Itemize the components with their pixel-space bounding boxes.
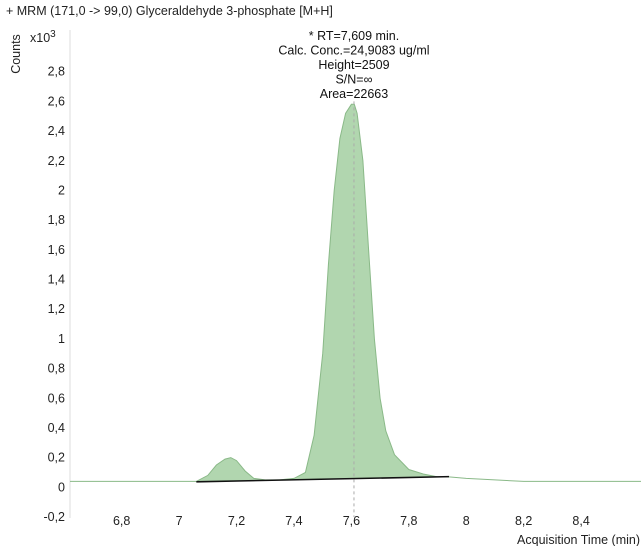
x-axis-label: Acquisition Time (min): [517, 533, 640, 546]
x-tick-label: 8: [463, 514, 470, 528]
series-line: [70, 103, 641, 482]
x-tick-label: 7,6: [343, 514, 360, 528]
y-tick-label: 0,4: [48, 421, 65, 435]
x-tick-label: 7,8: [400, 514, 417, 528]
chart-title: + MRM (171,0 -> 99,0) Glyceraldehyde 3-p…: [6, 4, 333, 18]
y-tick-label: 1: [58, 332, 65, 346]
y-tick-label: 2,6: [48, 94, 65, 108]
y-tick-label: 1,2: [48, 302, 65, 316]
y-axis-ticks: -0,2 0 0,2 0,4 0,6 0,8 1 1,2 1,4 1,6 1,8 2 2,2 2,4 2,6…: [43, 65, 65, 524]
annotation-line: Area=22663: [320, 87, 389, 101]
x-axis-ticks: 6,8 7 7,2 7,4 7,6 7,8 8 8,2 8,4: [113, 514, 590, 528]
annotation-line: * RT=7,609 min.: [309, 29, 399, 43]
y-tick-label: 0,2: [48, 451, 65, 465]
y-tick-label: 2,2: [48, 154, 65, 168]
y-scale-base: x10: [30, 31, 50, 45]
y-tick-label: 2,8: [48, 65, 65, 79]
y-tick-label: 0,6: [48, 391, 65, 405]
y-tick-label: 0,8: [48, 362, 65, 376]
plot-area: [70, 101, 641, 517]
annotation-line: S/N=∞: [335, 73, 372, 87]
peak-annotation: * RT=7,609 min.Calc. Conc.=24,9083 ug/ml…: [278, 29, 429, 101]
peak-area: [196, 104, 449, 482]
y-axis-label: Counts: [9, 34, 23, 74]
y-scale-label: x103: [30, 29, 56, 45]
y-tick-label: 1,8: [48, 213, 65, 227]
annotation-line: Height=2509: [318, 58, 389, 72]
y-tick-label: 0: [58, 480, 65, 494]
x-tick-label: 8,4: [572, 514, 589, 528]
y-tick-label: 1,6: [48, 243, 65, 257]
x-tick-label: 6,8: [113, 514, 130, 528]
y-scale-exponent: 3: [50, 29, 56, 40]
x-tick-label: 7,4: [285, 514, 302, 528]
x-tick-label: 7,2: [228, 514, 245, 528]
x-tick-label: 8,2: [515, 514, 532, 528]
x-tick-label: 7: [176, 514, 183, 528]
y-tick-label: 2: [58, 183, 65, 197]
y-tick-label: 2,4: [48, 124, 65, 138]
y-tick-label: -0,2: [43, 510, 65, 524]
integration-baseline: [196, 475, 450, 483]
annotation-line: Calc. Conc.=24,9083 ug/ml: [278, 44, 429, 58]
y-tick-label: 1,4: [48, 273, 65, 287]
